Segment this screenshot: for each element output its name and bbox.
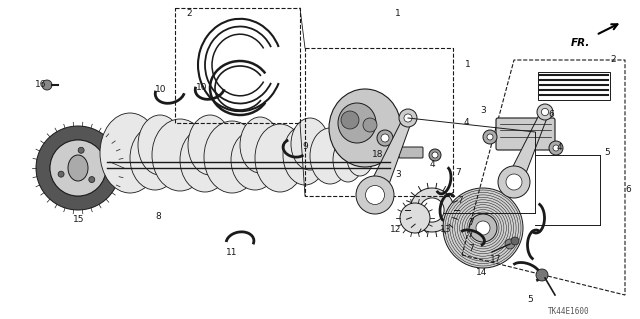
- Ellipse shape: [283, 125, 327, 185]
- Circle shape: [78, 147, 84, 153]
- Text: 3: 3: [395, 170, 401, 179]
- Circle shape: [58, 171, 64, 177]
- Text: 2: 2: [610, 55, 616, 64]
- Ellipse shape: [100, 113, 160, 193]
- Circle shape: [537, 104, 553, 120]
- Text: 8: 8: [155, 212, 161, 221]
- Text: 16: 16: [35, 80, 47, 89]
- Circle shape: [377, 130, 393, 146]
- Circle shape: [420, 198, 444, 222]
- Text: 11: 11: [226, 248, 237, 257]
- Circle shape: [50, 140, 106, 196]
- Circle shape: [506, 174, 522, 190]
- Text: 18: 18: [372, 150, 383, 159]
- Text: 12: 12: [390, 225, 401, 234]
- Circle shape: [511, 237, 519, 245]
- Bar: [538, 72, 610, 100]
- Text: 4: 4: [557, 143, 563, 152]
- Text: 4: 4: [430, 160, 436, 169]
- Circle shape: [365, 186, 385, 204]
- Ellipse shape: [291, 118, 329, 170]
- Circle shape: [42, 80, 52, 90]
- Bar: [362, 142, 372, 148]
- Ellipse shape: [310, 128, 350, 184]
- Wedge shape: [36, 126, 120, 210]
- Text: 2: 2: [186, 9, 191, 18]
- Ellipse shape: [130, 126, 180, 190]
- Text: 10: 10: [155, 85, 166, 94]
- Circle shape: [443, 188, 523, 268]
- Circle shape: [400, 203, 430, 233]
- Polygon shape: [366, 116, 412, 199]
- Text: 3: 3: [480, 106, 486, 115]
- Text: 6: 6: [625, 185, 631, 194]
- Text: 9: 9: [302, 142, 308, 151]
- Circle shape: [553, 145, 559, 151]
- Ellipse shape: [68, 155, 88, 181]
- Circle shape: [549, 141, 563, 155]
- Bar: [305, 48, 453, 196]
- Text: 13: 13: [440, 225, 451, 234]
- Circle shape: [505, 239, 515, 249]
- Circle shape: [432, 152, 438, 158]
- Ellipse shape: [231, 130, 279, 190]
- Ellipse shape: [329, 89, 401, 167]
- Circle shape: [89, 177, 95, 182]
- Ellipse shape: [338, 103, 376, 143]
- Text: 7: 7: [468, 218, 474, 227]
- Text: 7: 7: [468, 244, 474, 253]
- Ellipse shape: [255, 124, 305, 192]
- FancyBboxPatch shape: [496, 118, 555, 150]
- Circle shape: [429, 149, 441, 161]
- Text: 5: 5: [604, 148, 610, 157]
- Circle shape: [487, 134, 493, 140]
- Circle shape: [469, 214, 497, 242]
- Text: FR.: FR.: [571, 38, 590, 48]
- Circle shape: [498, 166, 530, 198]
- Text: 4: 4: [464, 118, 470, 127]
- Text: 7: 7: [467, 230, 473, 239]
- Circle shape: [356, 176, 394, 214]
- Text: 10: 10: [196, 83, 207, 92]
- Circle shape: [476, 221, 490, 235]
- Text: TK44E1600: TK44E1600: [548, 307, 589, 316]
- Text: 14: 14: [476, 268, 488, 277]
- Circle shape: [363, 118, 377, 132]
- Ellipse shape: [180, 128, 230, 192]
- Text: 17: 17: [490, 255, 502, 264]
- Circle shape: [404, 114, 412, 122]
- Text: 1: 1: [395, 9, 401, 18]
- Circle shape: [399, 109, 417, 127]
- Circle shape: [410, 188, 454, 232]
- Ellipse shape: [152, 119, 208, 191]
- Ellipse shape: [188, 115, 232, 175]
- Text: 7: 7: [455, 168, 461, 177]
- Circle shape: [483, 130, 497, 144]
- Text: 7: 7: [457, 196, 463, 205]
- Ellipse shape: [333, 138, 363, 182]
- Text: 5: 5: [527, 295, 532, 304]
- Circle shape: [541, 108, 548, 115]
- FancyBboxPatch shape: [399, 147, 423, 158]
- Ellipse shape: [347, 140, 373, 176]
- Bar: [175, 8, 300, 123]
- Ellipse shape: [138, 115, 182, 175]
- Text: 15: 15: [73, 215, 84, 224]
- Ellipse shape: [240, 117, 280, 173]
- Circle shape: [381, 134, 389, 142]
- Text: 1: 1: [465, 60, 471, 69]
- Circle shape: [341, 111, 359, 129]
- Text: 6: 6: [548, 110, 554, 119]
- Ellipse shape: [204, 121, 260, 193]
- Circle shape: [536, 269, 548, 281]
- Polygon shape: [507, 110, 548, 185]
